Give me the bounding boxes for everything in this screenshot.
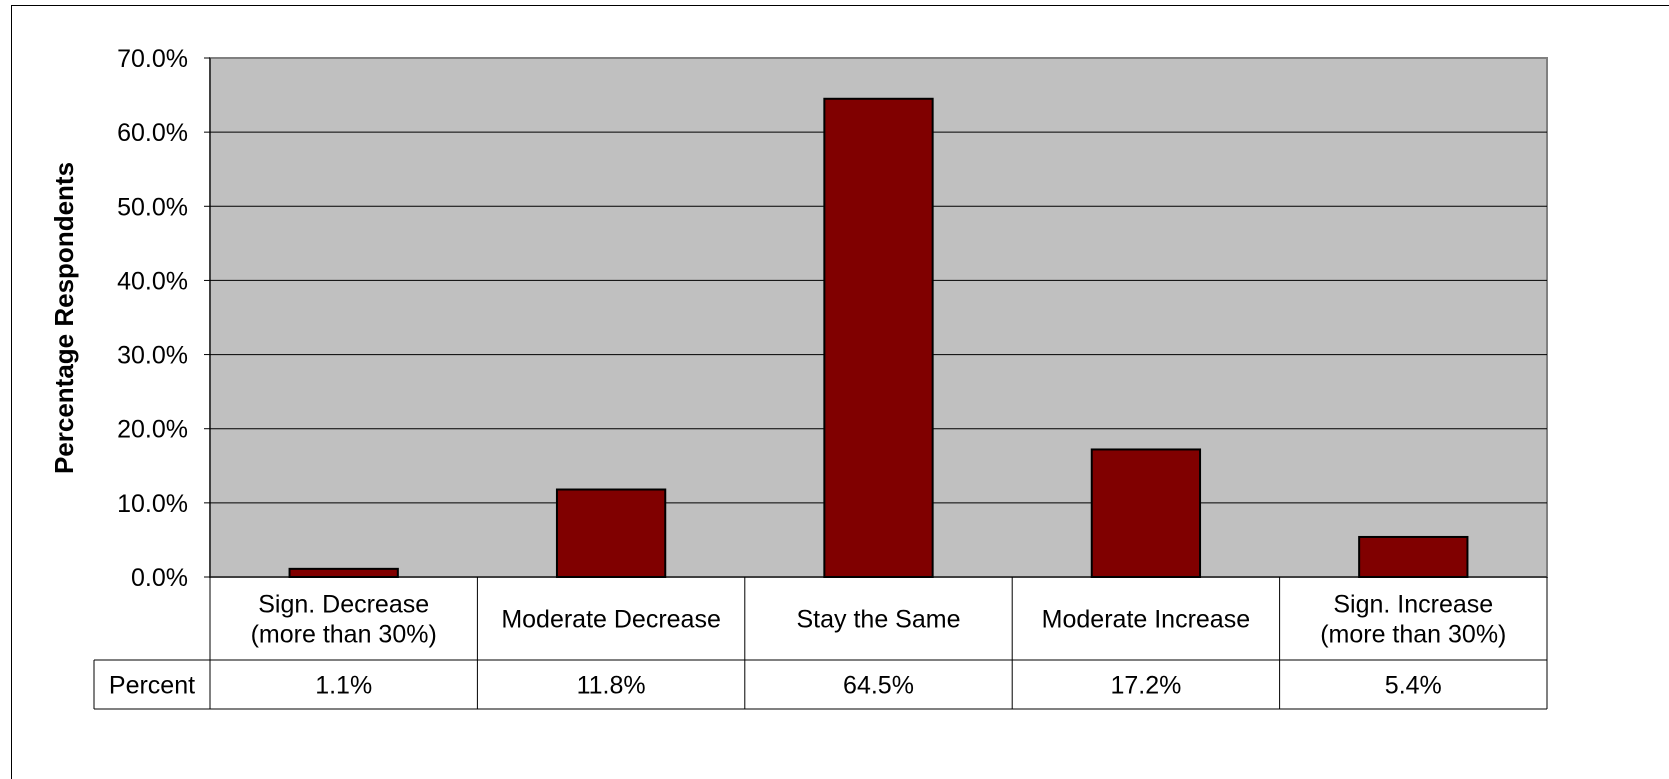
x-tick-label: Stay the Same bbox=[797, 606, 961, 634]
bar bbox=[288, 567, 399, 579]
bar bbox=[823, 97, 934, 579]
y-tick-label: 50.0% bbox=[117, 193, 188, 221]
bar bbox=[555, 488, 667, 578]
y-tick-label: 20.0% bbox=[117, 416, 188, 444]
table-cell-value: 1.1% bbox=[315, 672, 372, 700]
bar bbox=[1090, 448, 1202, 578]
y-tick-label: 60.0% bbox=[117, 119, 188, 147]
y-tick-label: 40.0% bbox=[117, 267, 188, 295]
x-tick-label: Moderate Decrease bbox=[501, 606, 721, 634]
x-tick-label: Sign. Increase bbox=[1333, 591, 1493, 619]
table-row-label: Percent bbox=[109, 672, 195, 700]
data-table: Sign. Decrease(more than 30%)Moderate De… bbox=[93, 577, 1548, 710]
x-tick-label: (more than 30%) bbox=[1320, 621, 1506, 649]
y-tick-label: 70.0% bbox=[117, 45, 188, 73]
bars bbox=[288, 97, 1469, 579]
y-tick-label: 10.0% bbox=[117, 490, 188, 518]
table-cell-value: 11.8% bbox=[577, 672, 646, 700]
table-cell-value: 64.5% bbox=[843, 672, 914, 700]
bar bbox=[1358, 535, 1469, 578]
table-cell-value: 17.2% bbox=[1110, 672, 1181, 700]
x-tick-label: Sign. Decrease bbox=[258, 591, 429, 619]
y-axis-ticks: 0.0% 10.0% 20.0% 30.0% 40.0% 50.0% 60.0% 70.0% bbox=[117, 45, 210, 592]
table-cell-value: 5.4% bbox=[1385, 672, 1442, 700]
y-tick-label: 0.0% bbox=[131, 564, 188, 592]
x-tick-label: (more than 30%) bbox=[251, 621, 437, 649]
y-tick-label: 30.0% bbox=[117, 342, 188, 370]
x-tick-label: Moderate Increase bbox=[1042, 606, 1250, 634]
y-axis-label: Percentage Respondents bbox=[49, 162, 79, 474]
